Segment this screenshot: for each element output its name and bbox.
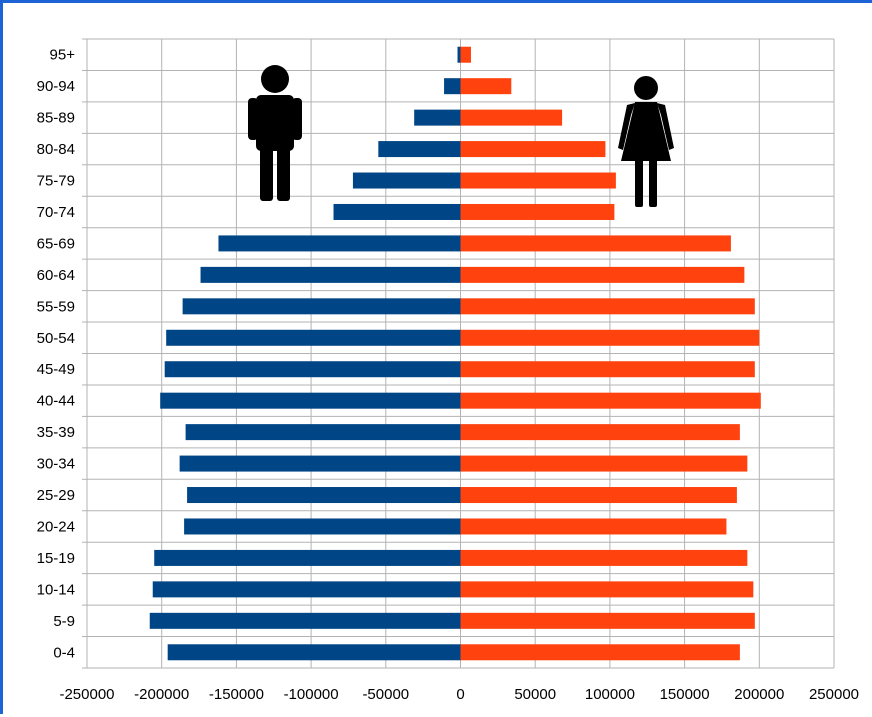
category-label: 80-84 bbox=[37, 141, 75, 158]
category-label: 70-74 bbox=[37, 204, 75, 221]
category-label: 10-14 bbox=[37, 581, 75, 598]
bar-male-65-69 bbox=[218, 235, 461, 252]
bar-female-70-74 bbox=[460, 203, 615, 220]
bar-male-10-14 bbox=[152, 581, 461, 598]
bar-female-15-19 bbox=[460, 549, 748, 566]
category-label: 45-49 bbox=[37, 361, 75, 378]
bar-female-5-9 bbox=[460, 612, 755, 629]
x-tick-label: 250000 bbox=[809, 686, 859, 703]
bar-female-20-24 bbox=[460, 518, 727, 535]
bar-male-45-49 bbox=[164, 361, 461, 378]
bar-female-35-39 bbox=[460, 424, 740, 441]
male-figure-icon bbox=[248, 65, 302, 201]
category-label: 95+ bbox=[50, 47, 76, 64]
category-label: 5-9 bbox=[53, 613, 75, 630]
bar-female-65-69 bbox=[460, 235, 731, 252]
bar-male-55-59 bbox=[182, 298, 461, 315]
bar-female-45-49 bbox=[460, 361, 755, 378]
bars bbox=[149, 46, 761, 661]
category-label: 15-19 bbox=[37, 550, 75, 567]
x-tick-label: -150000 bbox=[209, 686, 264, 703]
category-label: 25-29 bbox=[37, 487, 75, 504]
bar-female-10-14 bbox=[460, 581, 754, 598]
x-tick-label: -100000 bbox=[284, 686, 339, 703]
category-label: 60-64 bbox=[37, 267, 75, 284]
x-tick-label: 0 bbox=[456, 686, 464, 703]
bar-female-0-4 bbox=[460, 644, 740, 661]
x-tick-label: -200000 bbox=[134, 686, 189, 703]
female-figure-icon bbox=[618, 76, 674, 207]
category-label: 90-94 bbox=[37, 78, 75, 95]
bar-male-25-29 bbox=[187, 487, 461, 504]
bar-female-30-34 bbox=[460, 455, 748, 472]
x-tick-label: 200000 bbox=[734, 686, 784, 703]
bar-female-95+ bbox=[460, 46, 471, 63]
bar-male-5-9 bbox=[149, 612, 461, 629]
grid-lines bbox=[82, 38, 835, 669]
bar-male-20-24 bbox=[184, 518, 461, 535]
bar-female-60-64 bbox=[460, 266, 745, 283]
bar-male-80-84 bbox=[378, 141, 461, 158]
bar-male-70-74 bbox=[333, 203, 461, 220]
bar-male-85-89 bbox=[414, 109, 461, 126]
category-label: 0-4 bbox=[53, 644, 75, 661]
x-tick-label: -50000 bbox=[362, 686, 409, 703]
bar-female-25-29 bbox=[460, 487, 737, 504]
category-label: 55-59 bbox=[37, 298, 75, 315]
category-label: 35-39 bbox=[37, 424, 75, 441]
bar-male-40-44 bbox=[160, 392, 461, 409]
category-label: 75-79 bbox=[37, 173, 75, 190]
bar-male-35-39 bbox=[185, 424, 461, 441]
category-labels: 95+ 90-94 85-89 80-84 75-79 70-74 65-69 60-64 55… bbox=[37, 47, 76, 662]
bar-male-95+ bbox=[457, 46, 461, 63]
x-tick-label: 100000 bbox=[585, 686, 635, 703]
bar-female-50-54 bbox=[460, 329, 760, 346]
bar-male-30-34 bbox=[179, 455, 461, 472]
bar-female-40-44 bbox=[460, 392, 761, 409]
bar-male-60-64 bbox=[200, 266, 461, 283]
x-tick-label: 50000 bbox=[514, 686, 556, 703]
x-tick-labels: -250000 -200000 -150000 -100000 -50000 0 50000… bbox=[59, 686, 859, 703]
bar-female-75-79 bbox=[460, 172, 616, 189]
bar-male-90-94 bbox=[444, 78, 461, 95]
bar-male-75-79 bbox=[352, 172, 461, 189]
bar-female-90-94 bbox=[460, 78, 512, 95]
bar-male-15-19 bbox=[154, 549, 461, 566]
category-label: 85-89 bbox=[37, 110, 75, 127]
x-tick-label: -250000 bbox=[59, 686, 114, 703]
category-label: 40-44 bbox=[37, 393, 75, 410]
x-tick-label: 150000 bbox=[660, 686, 710, 703]
bar-female-80-84 bbox=[460, 141, 606, 158]
bar-female-85-89 bbox=[460, 109, 563, 126]
category-label: 65-69 bbox=[37, 235, 75, 252]
bar-female-55-59 bbox=[460, 298, 755, 315]
category-label: 30-34 bbox=[37, 456, 75, 473]
category-label: 50-54 bbox=[37, 330, 75, 347]
bar-male-0-4 bbox=[167, 644, 461, 661]
category-label: 20-24 bbox=[37, 518, 75, 535]
population-pyramid-chart: 95+ 90-94 85-89 80-84 75-79 70-74 65-69 60-64 55… bbox=[37, 38, 859, 703]
bar-male-50-54 bbox=[166, 329, 461, 346]
